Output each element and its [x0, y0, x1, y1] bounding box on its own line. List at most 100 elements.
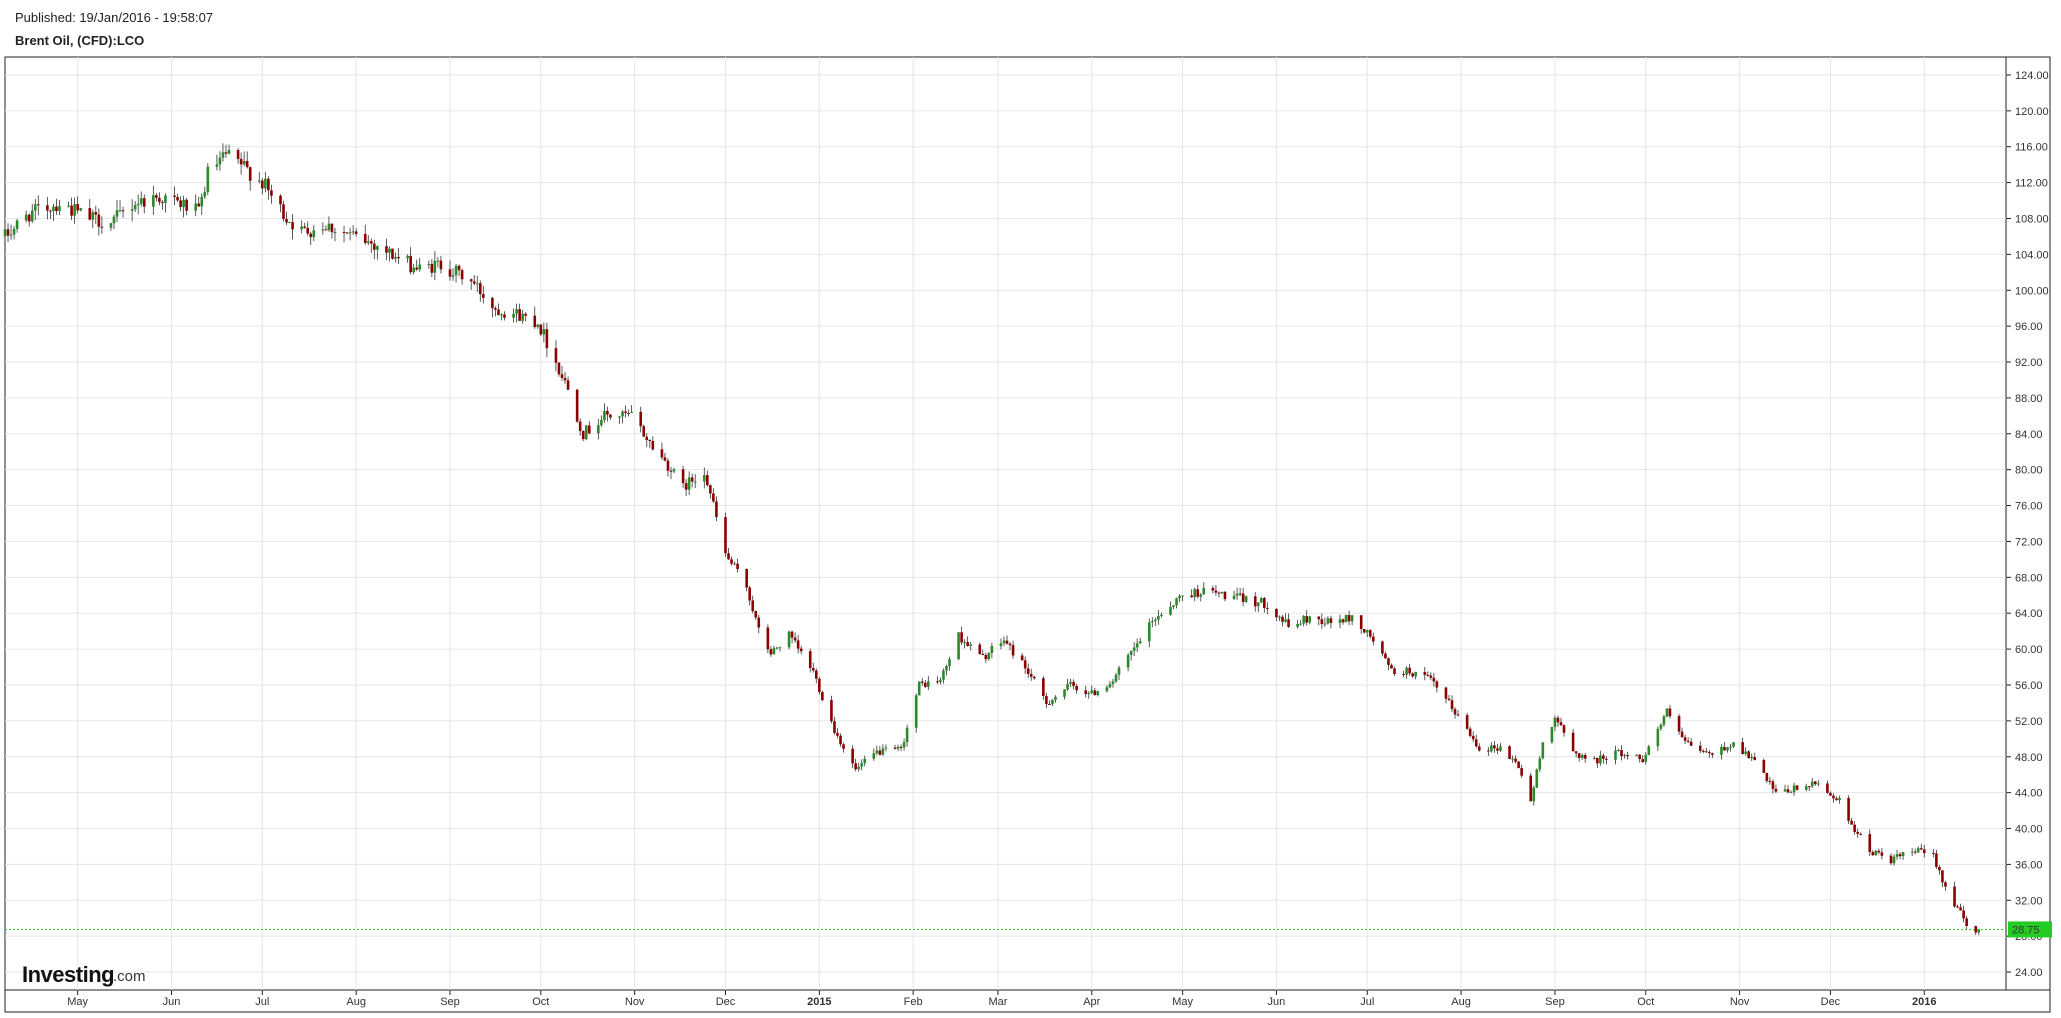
- candle-body: [1111, 681, 1115, 685]
- x-axis: May Jun Jul Aug Sep Oct Nov Dec 2015 Feb Mar Apr May…: [67, 990, 1937, 1008]
- candle-body: [542, 329, 546, 335]
- x-tick-label: Sep: [440, 996, 460, 1008]
- candle-body: [1275, 608, 1278, 618]
- candle-body: [1520, 767, 1523, 776]
- candle-body: [100, 226, 104, 228]
- candle-body: [1296, 624, 1299, 627]
- candle-body: [799, 648, 803, 652]
- candle-body: [1108, 684, 1112, 688]
- y-tick-label: 100.00: [2015, 285, 2049, 297]
- candle-body: [1532, 787, 1536, 802]
- candle-body: [451, 275, 455, 277]
- x-tick-label: Dec: [716, 996, 736, 1008]
- candle-body: [1962, 910, 1965, 919]
- candle-body: [960, 632, 963, 643]
- candle-body: [766, 627, 770, 650]
- candle-body: [430, 264, 434, 273]
- investing-logo: Investing .com: [22, 962, 146, 987]
- x-tick-label: Dec: [1821, 996, 1841, 1008]
- y-tick-label: 92.00: [2015, 357, 2043, 369]
- candle-body: [152, 195, 155, 207]
- candle-body: [1541, 742, 1545, 759]
- candle-body: [775, 647, 779, 649]
- candle-body: [1623, 755, 1626, 757]
- candle-body: [1514, 758, 1517, 762]
- candle-body: [914, 695, 918, 728]
- candle-body: [203, 191, 207, 197]
- candle-body: [164, 195, 167, 203]
- chart-symbol-title: Brent Oil, (CFD):LCO: [15, 33, 145, 48]
- candle-body: [1974, 925, 1978, 933]
- candle-body: [291, 222, 294, 230]
- candle-body: [1235, 593, 1239, 596]
- candle-body: [1132, 647, 1136, 651]
- candle-body: [1087, 693, 1091, 695]
- x-tick-label: Oct: [532, 996, 549, 1008]
- candle-body: [851, 748, 854, 764]
- candle-body: [1048, 703, 1051, 705]
- candle-body: [818, 678, 821, 693]
- candle-body: [627, 412, 630, 414]
- candle-body: [478, 283, 482, 295]
- candle-body: [1720, 746, 1723, 755]
- candle-body: [27, 214, 31, 222]
- y-tick-label: 104.00: [2015, 249, 2049, 261]
- candle-body: [609, 414, 612, 418]
- candle-body: [1856, 831, 1859, 834]
- candle-body: [130, 209, 134, 211]
- candle-body: [215, 164, 219, 167]
- candle-body: [1196, 589, 1200, 597]
- candle-body: [1411, 673, 1414, 677]
- candle-body: [1341, 619, 1345, 623]
- candle-body: [578, 421, 582, 432]
- candle-body: [1708, 752, 1711, 754]
- candle-body: [176, 197, 179, 201]
- candle-body: [376, 246, 379, 250]
- candle-body: [521, 313, 524, 321]
- candle-body: [1871, 852, 1875, 856]
- candle-body: [881, 748, 885, 755]
- candle-body: [1771, 781, 1775, 789]
- candle-body: [1665, 708, 1669, 717]
- candle-body: [1889, 855, 1893, 864]
- candle-body: [1829, 792, 1832, 796]
- candle-body: [927, 681, 930, 687]
- candle-body: [727, 553, 730, 560]
- candle-body: [1423, 671, 1427, 675]
- candle-body: [1832, 795, 1835, 799]
- candle-body: [1786, 789, 1790, 793]
- candle-body: [1535, 769, 1539, 788]
- y-axis: 24.0028.0032.0036.0040.0044.0048.0052.00…: [2006, 70, 2049, 979]
- candle-body: [1935, 853, 1938, 867]
- candle-body: [1744, 751, 1747, 754]
- candle-body: [1023, 660, 1027, 669]
- candle-body: [1308, 616, 1312, 623]
- candle-body: [645, 436, 649, 441]
- candle-body: [475, 283, 479, 285]
- candle-body: [1114, 674, 1118, 682]
- candle-body: [518, 309, 521, 321]
- published-timestamp: Published: 19/Jan/2016 - 19:58:07: [15, 10, 214, 25]
- candle-body: [751, 600, 755, 612]
- candle-body: [787, 631, 791, 648]
- candle-body: [1147, 622, 1151, 642]
- candle-body: [1253, 596, 1257, 607]
- candle-body: [584, 425, 588, 440]
- candle-body: [351, 231, 355, 233]
- candle-body: [15, 220, 19, 229]
- candle-body: [118, 210, 122, 212]
- candle-body: [142, 198, 146, 207]
- candle-body: [893, 747, 897, 749]
- candle-body: [1559, 722, 1563, 726]
- candle-body: [112, 216, 116, 224]
- candle-body: [1592, 757, 1596, 759]
- candle-body: [1810, 781, 1814, 787]
- candle-body: [1753, 757, 1757, 760]
- candle-body: [366, 241, 370, 244]
- candle-body: [957, 632, 960, 660]
- candle-body: [836, 732, 839, 736]
- candle-body: [539, 324, 543, 335]
- candle-body: [261, 180, 264, 189]
- watermark-brand: Investing: [22, 962, 114, 987]
